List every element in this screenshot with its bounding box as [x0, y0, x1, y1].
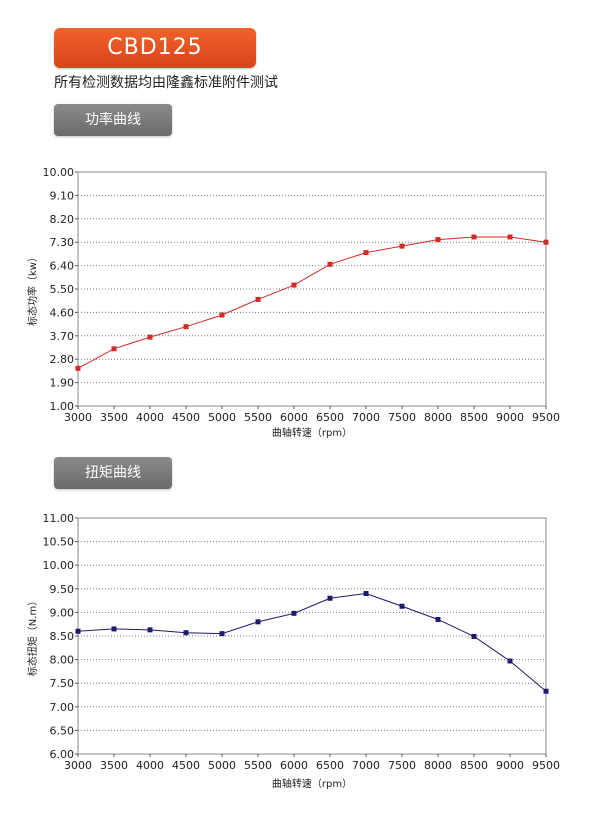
- x-tick-label: 7000: [352, 759, 380, 772]
- data-point: [219, 631, 225, 637]
- torque-chart: 6.00 6.50 7.00 7.50 8.00 8.50 9.00 9.50 10.00 10.…: [26, 512, 560, 790]
- x-tick-label: 7500: [388, 411, 416, 424]
- data-point: [399, 243, 405, 249]
- x-tick-label: 3500: [100, 759, 128, 772]
- y-tick-label: 2.80: [50, 353, 75, 366]
- data-point: [219, 312, 225, 318]
- y-axis-label: 标态扭矩（N.m）: [26, 596, 39, 676]
- data-point: [507, 658, 513, 664]
- x-tick-label: 3500: [100, 411, 128, 424]
- x-tick-label: 3000: [64, 759, 92, 772]
- y-tick-label: 10.50: [43, 536, 75, 549]
- data-point: [147, 334, 153, 340]
- data-point: [291, 610, 297, 616]
- data-point: [327, 261, 333, 267]
- y-tick-label: 4.60: [50, 306, 75, 319]
- data-point: [111, 626, 117, 632]
- x-tick-label: 9500: [532, 411, 560, 424]
- data-point: [111, 346, 117, 352]
- y-tick-label: 8.00: [50, 654, 75, 667]
- data-point: [507, 234, 513, 240]
- x-tick-label: 3000: [64, 411, 92, 424]
- series-line: [77, 593, 547, 692]
- y-tick-label: 7.30: [50, 236, 75, 249]
- data-point: [435, 616, 441, 622]
- y-tick-label: 1.00: [50, 400, 75, 413]
- y-tick-label: 8.20: [50, 213, 75, 226]
- data-point: [255, 296, 261, 302]
- power-curve-tab[interactable]: 功率曲线: [54, 104, 172, 136]
- power-chart: 1.00 1.90 2.80 3.70 4.60 5.50 6.40 7.30 8.20 9.10…: [26, 166, 560, 439]
- x-axis-label: 曲轴转速（rpm）: [272, 777, 352, 790]
- x-tick-label: 8500: [460, 411, 488, 424]
- data-point: [363, 250, 369, 256]
- y-tick-label: 6.40: [50, 260, 75, 273]
- x-tick-label: 8000: [424, 759, 452, 772]
- model-badge: CBD125: [54, 28, 256, 68]
- y-tick-label: 5.50: [50, 283, 75, 296]
- x-tick-label: 5000: [208, 759, 236, 772]
- x-tick-label: 6000: [280, 411, 308, 424]
- x-tick-label: 4000: [136, 411, 164, 424]
- y-tick-label: 6.00: [50, 748, 75, 761]
- data-point: [399, 603, 405, 609]
- x-tick-label: 7500: [388, 759, 416, 772]
- y-tick-label: 1.90: [50, 377, 75, 390]
- data-point: [543, 239, 549, 245]
- x-tick-label: 4500: [172, 411, 200, 424]
- x-tick-label: 4000: [136, 759, 164, 772]
- y-tick-label: 10.00: [43, 166, 75, 179]
- data-point: [75, 628, 81, 634]
- y-tick-label: 11.00: [43, 512, 75, 525]
- y-tick-label: 7.00: [50, 701, 75, 714]
- x-tick-label: 5500: [244, 759, 272, 772]
- plot-frame: [77, 517, 547, 755]
- x-tick-label: 8000: [424, 411, 452, 424]
- x-tick-label: 5000: [208, 411, 236, 424]
- data-point: [255, 619, 261, 625]
- data-point: [183, 630, 189, 636]
- x-axis-label: 曲轴转速（rpm）: [272, 426, 352, 439]
- y-tick-label: 9.50: [50, 583, 75, 596]
- torque-curve-tab[interactable]: 扭矩曲线: [54, 457, 172, 489]
- x-tick-label: 7000: [352, 411, 380, 424]
- y-tick-label: 10.00: [43, 559, 75, 572]
- y-tick-label: 3.70: [50, 330, 75, 343]
- data-point: [435, 237, 441, 243]
- data-point: [543, 688, 549, 694]
- test-note: 所有检测数据均由隆鑫标准附件测试: [54, 75, 278, 91]
- y-tick-label: 9.00: [50, 606, 75, 619]
- data-point: [471, 633, 477, 639]
- y-axis-label: 标态功率（kw）: [26, 252, 39, 326]
- data-point: [147, 627, 153, 633]
- x-tick-label: 9500: [532, 759, 560, 772]
- plot-frame: [77, 171, 547, 407]
- x-tick-label: 4500: [172, 759, 200, 772]
- data-point: [291, 282, 297, 288]
- x-tick-label: 6500: [316, 759, 344, 772]
- data-point: [471, 234, 477, 240]
- y-tick-label: 6.50: [50, 724, 75, 737]
- x-tick-label: 9000: [496, 759, 524, 772]
- x-tick-label: 6500: [316, 411, 344, 424]
- series-line: [77, 236, 547, 369]
- x-tick-label: 6000: [280, 759, 308, 772]
- y-tick-label: 8.50: [50, 630, 75, 643]
- data-point: [363, 591, 369, 597]
- data-point: [183, 324, 189, 330]
- data-point: [75, 365, 81, 371]
- x-tick-label: 8500: [460, 759, 488, 772]
- data-point: [327, 595, 333, 601]
- x-tick-label: 9000: [496, 411, 524, 424]
- y-tick-label: 9.10: [50, 189, 75, 202]
- x-tick-label: 5500: [244, 411, 272, 424]
- y-tick-label: 7.50: [50, 677, 75, 690]
